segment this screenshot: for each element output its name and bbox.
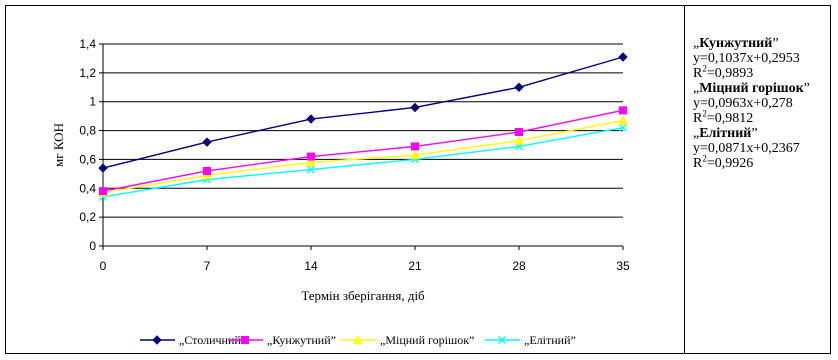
annotation-r-squared: R2=0,9812 <box>693 108 754 126</box>
annotation-r-squared: R2=0,9926 <box>693 153 754 171</box>
legend-label: „Столичний” <box>179 333 246 347</box>
y-tick-label: 1 <box>89 95 96 109</box>
data-point <box>514 82 524 92</box>
x-tick-label: 28 <box>512 259 526 273</box>
y-tick-label: 1,4 <box>79 37 96 51</box>
data-point <box>618 52 628 62</box>
legend: „Столичний” „Кунжутний” „Міцний горішок” „Е… <box>140 333 576 347</box>
annotation-series-name: „Елітний” <box>693 126 758 141</box>
x-tick-label: 21 <box>408 259 422 273</box>
series-lines <box>98 52 628 201</box>
data-point <box>306 157 316 167</box>
data-point <box>618 115 628 125</box>
series-line <box>102 109 624 192</box>
data-point <box>203 166 211 175</box>
legend-item: „Елітний” <box>485 333 576 347</box>
trendline-annotations: „Кунжутний” y=0,1037x+0,2953 R2=0,9893 „Міц… <box>693 36 831 171</box>
data-point <box>307 165 315 174</box>
data-point <box>152 335 162 345</box>
data-point <box>514 135 524 145</box>
annotation-r-squared: R2=0,9893 <box>693 63 754 81</box>
x-tick-label: 35 <box>616 259 630 273</box>
y-tick-label: 0,6 <box>79 152 96 166</box>
y-tick-label: 0 <box>89 239 96 253</box>
annotation-series-name: „Кунжутний” <box>693 36 779 51</box>
annotation-series-name: „Міцний горішок” <box>693 81 810 96</box>
data-point-stroke <box>307 165 315 174</box>
data-point <box>411 142 419 151</box>
data-point <box>619 106 627 115</box>
trendline-annotation: „Міцний горішок” y=0,0963x+0,278 R2=0,9812 <box>693 81 831 126</box>
legend-item: „Міцний горішок” <box>341 333 474 347</box>
x-tick-label: 0 <box>100 259 107 273</box>
data-point <box>306 114 316 124</box>
data-point <box>619 123 627 132</box>
legend-label: „Елітний” <box>524 333 576 347</box>
axes: 0 0,2 0,4 0,6 0,8 1 1,2 1,4 0 7 14 21 28 35 <box>79 37 630 273</box>
legend-item: „Столичний” <box>140 333 246 347</box>
data-point <box>410 102 420 113</box>
series-line <box>102 126 624 198</box>
y-axis-label: мг КОН <box>51 123 66 167</box>
y-tick-label: 0,4 <box>79 181 96 195</box>
data-point <box>202 170 212 180</box>
series-line <box>102 119 624 194</box>
series-line <box>102 56 624 169</box>
data-point <box>98 163 108 173</box>
y-tick-label: 1,2 <box>79 66 96 80</box>
data-point <box>498 336 506 344</box>
gridlines <box>103 43 623 218</box>
x-tick-label: 7 <box>204 259 211 273</box>
data-point-stroke <box>498 336 506 344</box>
y-tick-label: 0,2 <box>79 210 96 224</box>
trendline-annotation: „Кунжутний” y=0,1037x+0,2953 R2=0,9893 <box>693 36 831 81</box>
annotation-equation: y=0,0963x+0,278 <box>693 96 793 111</box>
chart-frame <box>5 5 831 354</box>
panel-divider <box>684 5 685 354</box>
legend-item: „Кунжутний” <box>228 333 336 347</box>
x-tick-label: 14 <box>304 259 318 273</box>
x-axis-label: Термін зберігання, діб <box>301 288 425 303</box>
data-point <box>202 137 212 147</box>
data-point <box>99 187 107 196</box>
data-point <box>241 336 249 344</box>
annotation-equation: y=0,1037x+0,2953 <box>693 51 800 66</box>
legend-label: „Кунжутний” <box>267 333 336 347</box>
data-point <box>410 150 420 160</box>
y-tick-label: 0,8 <box>79 124 96 138</box>
data-point <box>353 334 363 344</box>
data-point-stroke <box>619 123 627 132</box>
legend-label: „Міцний горішок” <box>380 333 474 347</box>
trendline-annotation: „Елітний” y=0,0871x+0,2367 R2=0,9926 <box>693 126 831 171</box>
annotation-equation: y=0,0871x+0,2367 <box>693 141 800 156</box>
data-point <box>515 128 523 137</box>
data-point <box>307 152 315 161</box>
